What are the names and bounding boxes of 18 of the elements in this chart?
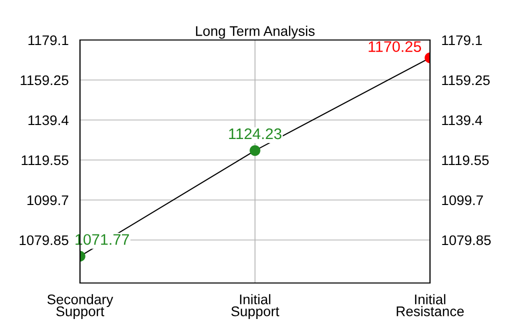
y-tick-label: 1139.4 [28,115,68,126]
x-tick-label: Secondary Support [47,294,114,319]
y-tick-label: 1099.7 [27,195,68,206]
x-tick-label: Initial Support [231,294,280,319]
y2-tick-label: 1099.7 [442,195,483,206]
x-tick-label: Initial Resistance [396,294,464,316]
y-tick-label: 1159.25 [20,75,68,86]
y2-tick-label: 1079.85 [442,235,491,246]
y2-tick-label: 1119.55 [442,155,489,166]
data-label: 1124.23 [229,128,282,140]
y-tick-label: 1079.85 [20,235,68,246]
y2-tick-label: 1139.4 [442,115,482,126]
y-tick-label: 1119.55 [22,155,68,166]
data-label: 1170.25 [368,41,422,52]
y2-tick-label: 1159.25 [442,75,490,86]
y-tick-label: 1179.1 [28,35,68,46]
chart-title: Long Term Analysis [196,26,315,39]
y2-tick-label: 1179.1 [442,35,482,46]
